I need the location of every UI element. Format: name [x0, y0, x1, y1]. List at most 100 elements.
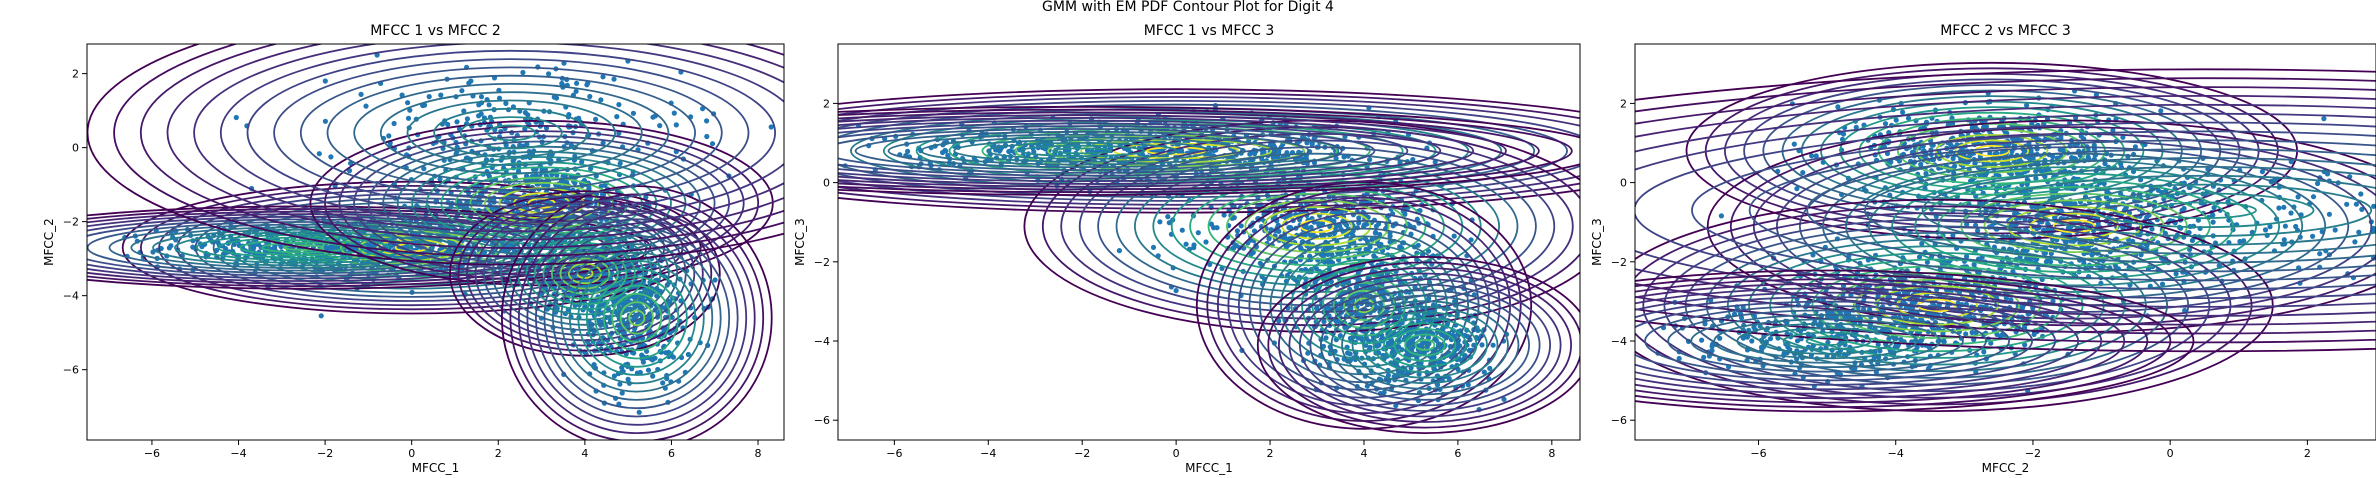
scatter-point	[388, 243, 394, 249]
scatter-point	[454, 119, 460, 125]
scatter-point	[619, 365, 625, 371]
scatter-point	[1252, 151, 1258, 157]
contour-line	[474, 205, 696, 342]
contour-line	[500, 221, 670, 326]
scatter-point	[1356, 215, 1362, 221]
scatter-point	[940, 149, 946, 156]
y-axis-label: MFCC_2	[42, 218, 56, 266]
scatter-point	[1320, 221, 1326, 227]
scatter-point	[617, 160, 623, 166]
scatter-point	[1173, 288, 1179, 294]
scatter-point	[1385, 372, 1391, 378]
contour-line	[219, 44, 784, 224]
contour-line	[838, 108, 1573, 194]
scatter-point	[190, 244, 196, 250]
scatter-point	[1441, 333, 1447, 339]
scatter-point	[611, 76, 617, 82]
contour-line	[838, 128, 1343, 174]
scatter-point	[1372, 230, 1378, 236]
scatter-point	[600, 74, 606, 80]
contour-line	[1267, 261, 1580, 429]
contour-line	[542, 247, 628, 300]
scatter-point	[1462, 353, 1468, 359]
contour-line	[486, 124, 536, 142]
scatter-point	[1853, 124, 1859, 130]
axes-frame	[86, 43, 785, 441]
x-tick-label: 8	[755, 447, 762, 460]
contour-line	[379, 91, 643, 175]
contour-line	[1330, 294, 1520, 396]
contour-line	[602, 284, 671, 352]
scatter-point	[1298, 245, 1304, 251]
scatter-point	[593, 116, 599, 122]
scatter-point	[1425, 335, 1432, 341]
y-tick-label: −2	[814, 256, 830, 269]
x-tick-label: 6	[1454, 447, 1461, 460]
scatter-point	[1275, 149, 1281, 155]
scatter-point	[1419, 341, 1425, 347]
plot-area-1	[87, 44, 784, 440]
scatter-point	[630, 110, 637, 116]
scatter-point	[391, 120, 397, 127]
contour-line	[173, 231, 434, 264]
scatter-point	[1882, 121, 1889, 127]
scatter-point	[1116, 248, 1122, 254]
scatter-point	[1248, 251, 1254, 258]
scatter-point	[905, 148, 911, 154]
contour-line	[887, 133, 1277, 169]
scatter-point	[426, 94, 432, 100]
contour-line	[1227, 204, 1501, 407]
scatter-point	[1313, 266, 1319, 272]
scatter-point	[1487, 365, 1493, 371]
scatter-point	[464, 116, 470, 122]
scatter-point	[1452, 298, 1458, 304]
x-tick-label: −4	[980, 447, 996, 460]
contour-line	[283, 244, 324, 251]
scatter-point	[1426, 318, 1433, 324]
scatter-point	[650, 114, 656, 120]
scatter-point	[1342, 324, 1348, 330]
scatter-point	[438, 92, 444, 98]
scatter-point	[631, 350, 637, 356]
contour-line	[261, 241, 346, 254]
scatter-point	[1893, 117, 1899, 123]
y-tick-label: 0	[72, 142, 79, 155]
contour-line	[1351, 305, 1499, 385]
scatter-point	[1208, 221, 1214, 227]
scatter-point	[704, 118, 710, 124]
contour-line	[594, 276, 680, 360]
contour-line	[986, 141, 1179, 160]
y-tick-label: −6	[814, 414, 830, 427]
contour-line	[838, 122, 1409, 180]
figure-title: GMM with EM PDF Contour Plot for Digit 4	[1042, 0, 1334, 15]
scatter-point	[1191, 242, 1197, 248]
contour-line	[140, 44, 784, 249]
scatter-point	[1481, 369, 1487, 375]
scatter-point	[476, 113, 482, 119]
scatter-point	[1286, 225, 1292, 231]
scatter-point	[1410, 157, 1416, 163]
scatter-point	[663, 350, 669, 356]
scatter-point	[1952, 163, 1958, 169]
contour-line	[87, 208, 630, 288]
scatter-point	[1195, 230, 1201, 236]
contour-line	[619, 301, 654, 335]
scatter-point	[1325, 251, 1331, 257]
scatter-point	[1367, 244, 1373, 250]
scatter-point	[322, 118, 328, 124]
scatter-point	[645, 367, 652, 373]
x-axis-label: MFCC_1	[412, 461, 460, 475]
scatter-point	[1454, 346, 1460, 352]
scatter-point	[611, 373, 618, 379]
scatter-point	[1308, 224, 1314, 230]
scatter-point	[573, 88, 579, 94]
contour-line	[299, 66, 723, 200]
x-axis-label: MFCC_1	[1185, 461, 1233, 475]
scatter-point	[2120, 134, 2126, 140]
contour-line	[1238, 212, 1491, 399]
scatter-point	[407, 107, 413, 113]
scatter-point	[1377, 231, 1383, 238]
scatter-point	[643, 194, 649, 200]
scatter-point	[712, 277, 718, 283]
